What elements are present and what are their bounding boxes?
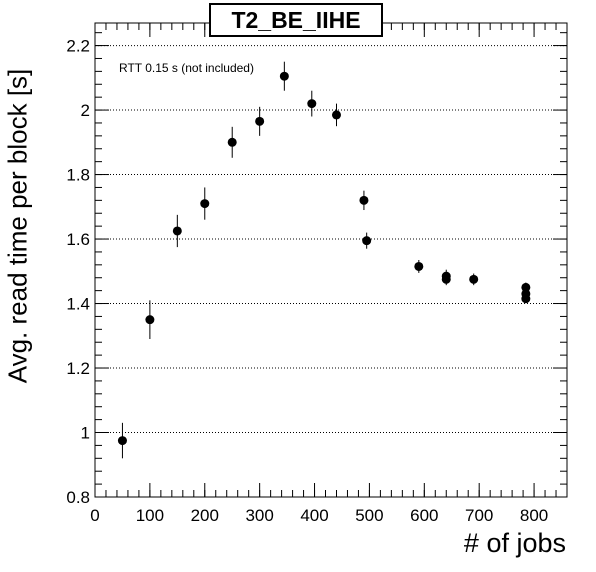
chart-annotation: RTT 0.15 s (not included) [119, 61, 254, 75]
y-tick-label: 1.8 [66, 166, 90, 185]
data-point [307, 90, 317, 117]
point-marker [117, 436, 127, 446]
data-point [117, 422, 127, 459]
x-tick-label: 800 [520, 506, 548, 525]
data-point [200, 187, 210, 220]
x-tick-label: 100 [136, 506, 164, 525]
y-axis-label: Avg. read time per block [s] [2, 68, 33, 384]
point-marker [331, 110, 341, 120]
y-tick-label: 1.2 [66, 359, 90, 378]
y-tick-label: 1.4 [66, 295, 90, 314]
data-point [227, 126, 237, 158]
data-point [469, 273, 479, 286]
y-tick-label: 1.6 [66, 230, 90, 249]
y-axis-ticks: 0.8 1 1.2 1.4 1.6 1.8 2 2.2 [66, 32, 567, 507]
y-tick-label: 2 [81, 101, 90, 120]
point-marker [441, 274, 451, 284]
data-point [362, 232, 372, 249]
y-tick-label: 0.8 [66, 488, 90, 507]
x-tick-label: 700 [465, 506, 493, 525]
point-marker [227, 137, 237, 147]
chart-title: T2_BE_IIHE [209, 3, 383, 37]
data-point [414, 260, 424, 273]
point-marker [145, 315, 155, 325]
point-marker [279, 71, 289, 81]
point-marker [359, 195, 369, 205]
data-point [145, 300, 155, 339]
point-marker [172, 226, 182, 236]
x-tick-label: 400 [300, 506, 328, 525]
x-tick-label: 500 [355, 506, 383, 525]
x-tick-label: 600 [410, 506, 438, 525]
point-marker [255, 116, 265, 126]
point-marker [469, 274, 479, 284]
data-point [441, 273, 451, 286]
point-marker [362, 236, 372, 246]
data-point [331, 103, 341, 127]
point-marker [521, 282, 531, 292]
point-marker [307, 99, 317, 109]
data-point [255, 106, 265, 136]
plot-frame [94, 22, 568, 498]
x-tick-label: 0 [90, 506, 99, 525]
point-marker [414, 261, 424, 271]
grid-lines [95, 45, 567, 434]
data-points [117, 61, 531, 459]
y-tick-label: 1 [81, 424, 90, 443]
x-tick-label: 200 [191, 506, 219, 525]
point-marker [200, 199, 210, 209]
y-tick-label: 2.2 [66, 37, 90, 56]
data-point [172, 214, 182, 248]
data-point [279, 61, 289, 91]
x-axis-ticks: 0 100 200 300 400 500 600 700 800 [90, 23, 568, 525]
data-point [359, 190, 369, 211]
x-axis-label: # of jobs [463, 528, 566, 558]
x-tick-label: 300 [245, 506, 273, 525]
point-marker [521, 294, 531, 304]
data-point [521, 294, 531, 304]
